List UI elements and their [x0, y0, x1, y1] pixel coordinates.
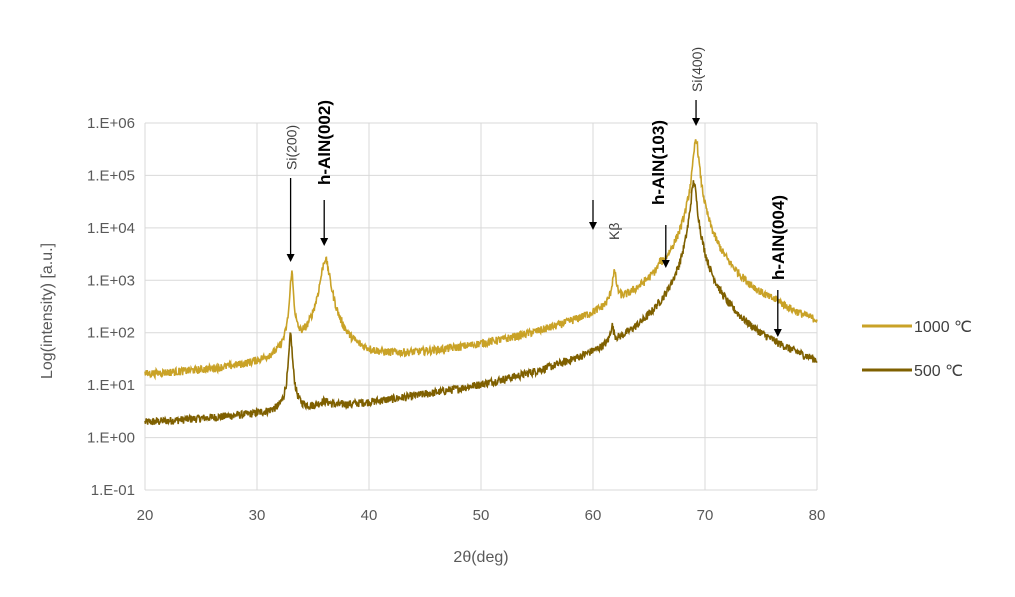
- x-tick-label: 50: [473, 507, 490, 524]
- annotation-arrowhead: [661, 260, 670, 268]
- x-tick-label: 70: [697, 507, 714, 524]
- series-line-500: [144, 180, 818, 426]
- y-tick-label: 1.E+04: [87, 220, 135, 237]
- x-tick-label: 80: [809, 507, 826, 524]
- annotation-label: Kβ: [606, 223, 622, 240]
- legend-label: 500 ℃: [914, 363, 963, 380]
- annotation-label: Si(200): [284, 125, 300, 170]
- annotation-arrowhead: [773, 329, 782, 337]
- y-tick-label: 1.E-01: [91, 482, 135, 499]
- annotation-arrowhead: [692, 118, 701, 126]
- x-axis-title: 2θ(deg): [453, 549, 508, 566]
- x-tick-labels: 20 30 40 50 60 70 80: [137, 507, 826, 524]
- y-tick-label: 1.E+01: [87, 377, 135, 394]
- annotation-arrowhead: [589, 222, 597, 230]
- x-tick-label: 60: [585, 507, 602, 524]
- y-axis-title: Log(intensity) [a.u.]: [39, 243, 56, 379]
- y-tick-label: 1.E+05: [87, 167, 135, 184]
- plot-lines: [144, 139, 818, 426]
- legend: 1000 ℃ 500 ℃: [862, 319, 972, 380]
- x-tick-label: 40: [361, 507, 378, 524]
- legend-label: 1000 ℃: [914, 319, 972, 336]
- annotation-label: h-AlN(103): [649, 120, 668, 205]
- y-tick-label: 1.E+03: [87, 272, 135, 289]
- y-tick-label: 1.E+00: [87, 430, 135, 447]
- y-tick-labels: 1.E-01 1.E+00 1.E+01 1.E+02 1.E+03 1.E+04 1.E+…: [87, 115, 135, 499]
- annotation-label: Si(400): [689, 47, 705, 92]
- annotation-label: h-AlN(002): [315, 100, 334, 185]
- series-line-1000: [144, 139, 818, 381]
- y-tick-label: 1.E+02: [87, 325, 135, 342]
- annotation-arrowhead: [320, 238, 329, 246]
- x-tick-label: 30: [249, 507, 266, 524]
- x-tick-label: 20: [137, 507, 154, 524]
- annotations: Si(200) h-AlN(002) Kβ h-AlN(103) Si(400) h-Al…: [284, 47, 788, 337]
- grid: [144, 122, 818, 491]
- annotation-arrowhead: [286, 254, 295, 262]
- annotation-label: h-AlN(004): [769, 195, 788, 280]
- y-tick-label: 1.E+06: [87, 115, 135, 132]
